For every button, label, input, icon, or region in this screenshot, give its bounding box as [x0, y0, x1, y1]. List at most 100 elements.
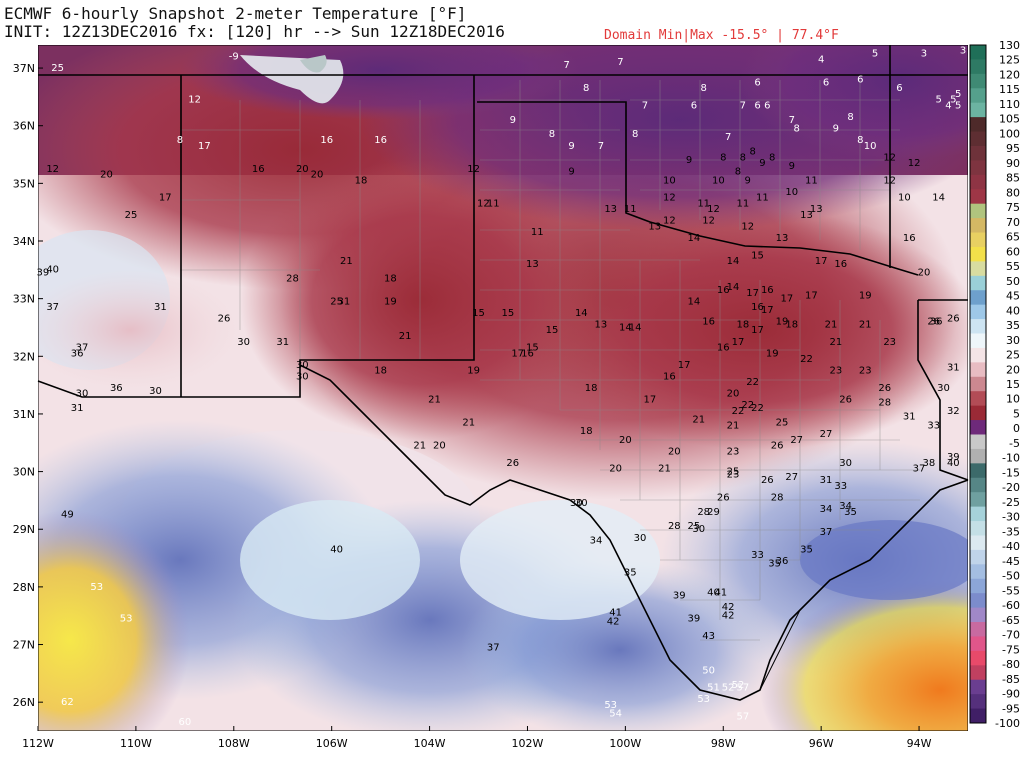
- station-value: 37: [487, 642, 500, 653]
- colorbar-swatch: [970, 434, 986, 450]
- station-value: 19: [776, 317, 789, 328]
- station-value: 13: [526, 259, 539, 270]
- station-value: 18: [355, 175, 368, 186]
- colorbar-swatch: [970, 102, 986, 118]
- station-value: 16: [374, 135, 387, 146]
- station-value: 4: [945, 100, 951, 111]
- colorbar-label: -55: [1002, 584, 1020, 597]
- station-value: 10: [864, 141, 877, 152]
- colorbar-swatch: [970, 73, 986, 89]
- station-value: 53: [90, 582, 103, 593]
- lat-label: 31N: [13, 408, 35, 421]
- station-value: 19: [766, 348, 779, 359]
- station-value: 22: [751, 403, 764, 414]
- station-value: 9: [833, 123, 839, 134]
- station-value: 12: [707, 204, 720, 215]
- station-value: 12: [663, 216, 676, 227]
- colorbar-swatch: [970, 535, 986, 551]
- station-value: 20: [433, 441, 446, 452]
- station-value: 42: [607, 616, 620, 627]
- station-value: 42: [722, 611, 735, 622]
- colorbar-swatch: [970, 203, 986, 219]
- station-value: 20: [727, 389, 740, 400]
- colorbar-label: -35: [1002, 525, 1020, 538]
- station-value: 7: [598, 141, 604, 152]
- latitude-axis: 37N 36N 35N 34N 33N 32N 31N 30N 29N 28N 27N 26N: [13, 62, 43, 709]
- station-value: 40: [330, 544, 343, 555]
- colorbar-label: 5: [1013, 407, 1020, 420]
- station-value: 5: [950, 95, 956, 106]
- colorbar-swatch: [970, 88, 986, 104]
- colorbar-label: 70: [1006, 216, 1020, 229]
- station-value: 19: [467, 366, 480, 377]
- station-value: 26: [839, 394, 852, 405]
- station-value: 39: [37, 268, 50, 279]
- station-value: 30: [76, 389, 89, 400]
- colorbar-swatch: [970, 463, 986, 479]
- station-value: 23: [829, 366, 842, 377]
- colorbar-swatch: [970, 131, 986, 147]
- station-value: 43: [702, 631, 715, 642]
- station-value: 17: [746, 288, 759, 299]
- station-value: 34: [839, 501, 852, 512]
- colorbar-label: -90: [1002, 688, 1020, 701]
- station-value: 21: [825, 319, 838, 330]
- station-value: 8: [632, 129, 638, 140]
- station-value: 15: [472, 308, 485, 319]
- colorbar-label: -30: [1002, 511, 1020, 524]
- colorbar-label: 25: [1006, 349, 1020, 362]
- station-value: 57: [736, 711, 749, 722]
- colorbar-swatch: [970, 593, 986, 609]
- station-value: 7: [642, 100, 648, 111]
- station-value: 6: [896, 83, 902, 94]
- station-value: 27: [790, 435, 803, 446]
- station-value: 22: [741, 400, 754, 411]
- station-value: 18: [580, 426, 593, 437]
- station-value: 30: [634, 533, 647, 544]
- colorbar-swatch: [970, 319, 986, 335]
- state-borders: [37, 45, 969, 701]
- lat-label: 32N: [13, 350, 35, 363]
- station-value: 25: [727, 466, 740, 477]
- colorbar-label: 50: [1006, 275, 1020, 288]
- station-value: 8: [735, 167, 741, 178]
- colorbar: 1301251201151101051009590858075706560555…: [969, 39, 1020, 730]
- colorbar-label: 115: [999, 83, 1020, 96]
- station-value: 26: [927, 317, 940, 328]
- colorbar-label: 110: [999, 98, 1020, 111]
- station-value: 25: [776, 417, 789, 428]
- lon-label: 106W: [316, 737, 348, 750]
- station-value: 31: [276, 337, 289, 348]
- station-value: 62: [61, 697, 74, 708]
- station-value: 40: [46, 265, 59, 276]
- station-value: 25: [688, 521, 701, 532]
- county-borders: [180, 80, 920, 641]
- station-value: 23: [859, 366, 872, 377]
- station-value: 53: [120, 613, 133, 624]
- station-value: 35: [800, 544, 813, 555]
- station-value: 8: [857, 135, 863, 146]
- station-value: 16: [521, 348, 534, 359]
- station-value: 11: [736, 198, 749, 209]
- station-value: 17: [159, 193, 172, 204]
- station-value: 16: [252, 164, 265, 175]
- station-value: 7: [725, 132, 731, 143]
- colorbar-swatch: [970, 679, 986, 695]
- station-value: 39: [673, 590, 686, 601]
- station-value: 17: [761, 305, 774, 316]
- colorbar-swatch: [970, 218, 986, 234]
- station-value: 13: [800, 210, 813, 221]
- station-value: 60: [178, 717, 191, 728]
- station-value: 30: [570, 498, 583, 509]
- station-value: 28: [286, 273, 299, 284]
- colorbar-swatch: [970, 347, 986, 363]
- station-value: 13: [604, 204, 617, 215]
- station-value: 8: [720, 152, 726, 163]
- station-value: 14: [688, 233, 701, 244]
- station-value: 9: [789, 161, 795, 172]
- station-value: 50: [702, 665, 715, 676]
- station-value: 3: [960, 46, 966, 57]
- station-value: 21: [462, 417, 475, 428]
- station-value: 21: [399, 331, 412, 342]
